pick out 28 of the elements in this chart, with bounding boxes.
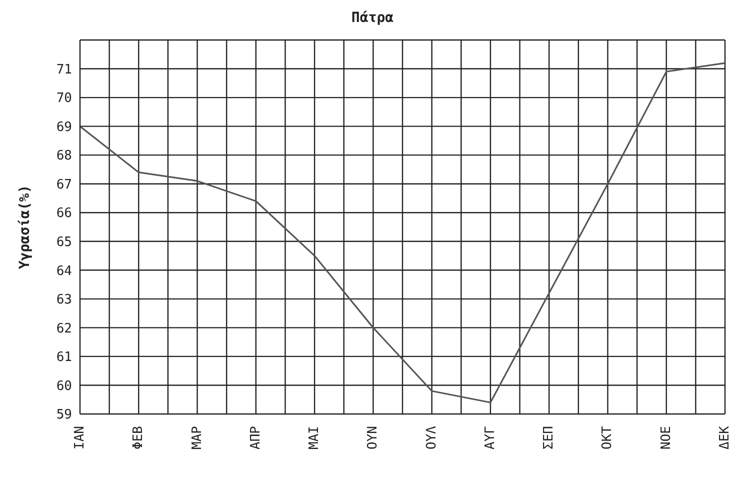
y-tick-label: 67	[56, 177, 72, 192]
y-tick-label: 69	[56, 120, 72, 135]
x-tick-label: ΜΑΙ	[307, 426, 322, 450]
x-tick-label: ΦΕΒ	[131, 426, 146, 450]
line-series	[80, 62, 725, 404]
y-axis-title: Υγρασία(%)	[16, 184, 33, 270]
x-tick-label: ΔΕΚ	[718, 426, 732, 450]
y-tick-label: 66	[56, 206, 72, 222]
y-tick-label: 64	[56, 264, 72, 279]
y-tick-label: 68	[56, 148, 72, 164]
y-tick-label: 71	[56, 62, 72, 78]
y-tick-label: 70	[56, 91, 72, 106]
x-tick-label: ΙΑΝ	[72, 426, 88, 450]
x-tick-label: ΑΥΓ	[482, 426, 498, 450]
y-tick-label: 59	[56, 408, 72, 423]
x-tick-label: ΟΥΝ	[366, 426, 381, 450]
x-tick-label: ΜΑΡ	[190, 426, 205, 450]
y-tick-label: 65	[56, 235, 72, 250]
x-tick-label: ΣΕΠ	[542, 426, 557, 450]
x-tick-label: ΝΟΕ	[658, 426, 674, 450]
x-tick-label: ΟΚΤ	[600, 426, 616, 450]
chart-title: Πάτρα	[350, 10, 395, 26]
x-tick-label: ΑΠΡ	[248, 426, 264, 450]
y-tick-label: 63	[56, 292, 72, 308]
x-tick-label: ΟΥΛ	[424, 426, 440, 450]
y-tick-label: 60	[56, 378, 72, 394]
y-tick-label: 61	[56, 350, 72, 366]
y-tick-label: 62	[56, 321, 72, 336]
